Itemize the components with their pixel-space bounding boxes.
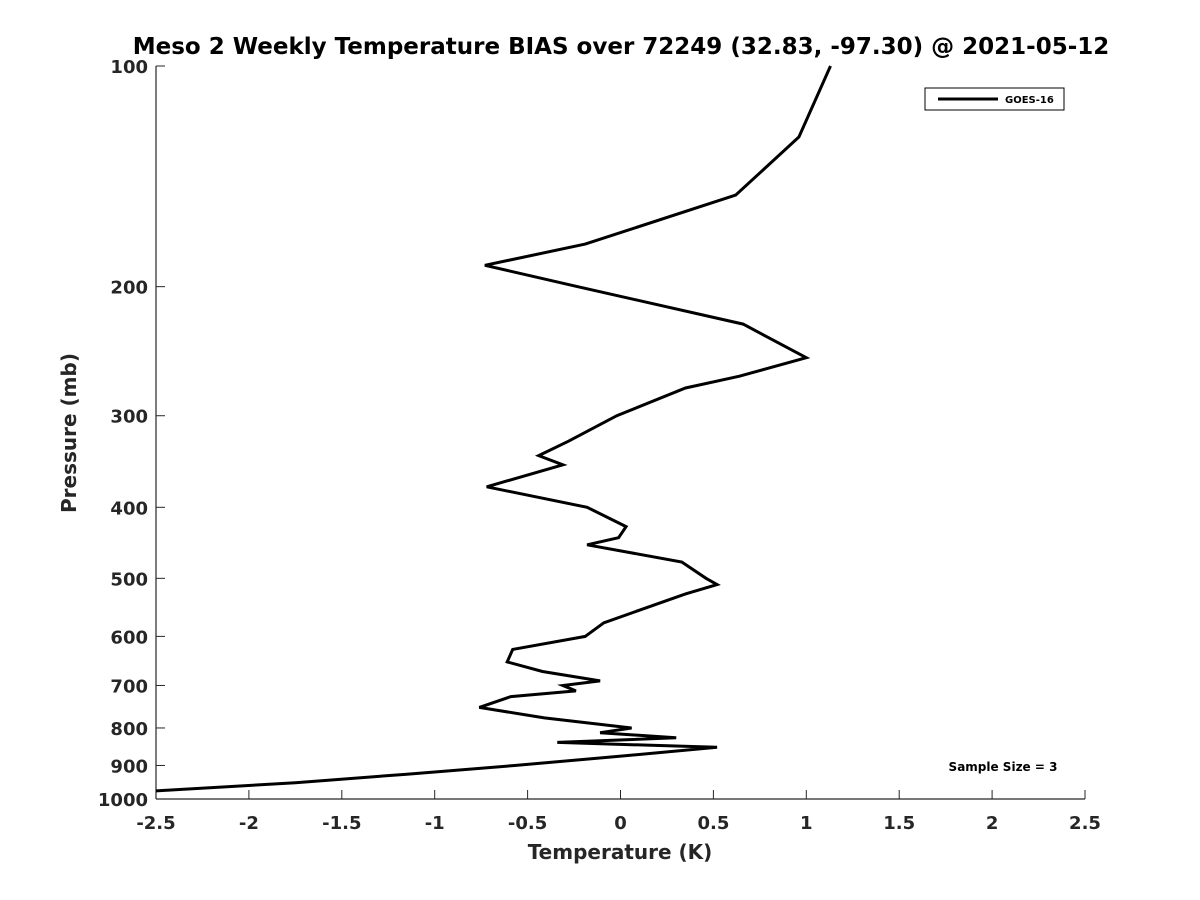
- y-tick-label: 400: [110, 498, 148, 519]
- x-tick-label: 1: [800, 813, 813, 834]
- x-tick-label: 2.5: [1069, 813, 1101, 834]
- y-axis-label: Pressure (mb): [57, 353, 81, 513]
- x-tick-label: 0: [614, 813, 627, 834]
- series-layer: [155, 65, 832, 793]
- y-tick-label: 700: [110, 676, 148, 697]
- x-tick-label: -1: [425, 813, 445, 834]
- y-tick-label: 900: [110, 756, 148, 777]
- y-tick-label: 100: [110, 57, 148, 78]
- sample-size-annotation: Sample Size = 3: [949, 760, 1058, 774]
- x-tick-label: 2: [986, 813, 999, 834]
- x-tick-label: -1.5: [322, 813, 361, 834]
- legend: GOES-16: [924, 87, 1065, 111]
- y-tick-label: 300: [110, 407, 148, 428]
- x-tick-label: -2: [239, 813, 259, 834]
- x-tick-label: 0.5: [697, 813, 729, 834]
- x-tick-label: -0.5: [508, 813, 547, 834]
- y-tick-label: 200: [110, 278, 148, 299]
- y-tick-label: 800: [110, 719, 148, 740]
- chart-title: Meso 2 Weekly Temperature BIAS over 7224…: [133, 34, 1110, 60]
- x-ticks: -2.5 -2 -1.5 -1 -0.5 0 0.5 1 1.5 2 2.5: [136, 790, 1101, 834]
- x-tick-label: 1.5: [883, 813, 915, 834]
- x-tick-label: -2.5: [136, 813, 175, 834]
- y-ticks: 100 200 300 400 500 600 700 800 900 1000: [98, 57, 165, 811]
- legend-label-goes-16: GOES-16: [1005, 95, 1054, 106]
- y-tick-label: 600: [110, 627, 148, 648]
- x-axis-label: Temperature (K): [528, 840, 713, 864]
- series-line-goes-16: [155, 65, 832, 793]
- y-tick-label: 1000: [98, 790, 148, 811]
- axes: [155, 66, 1085, 800]
- y-tick-label: 500: [110, 569, 148, 590]
